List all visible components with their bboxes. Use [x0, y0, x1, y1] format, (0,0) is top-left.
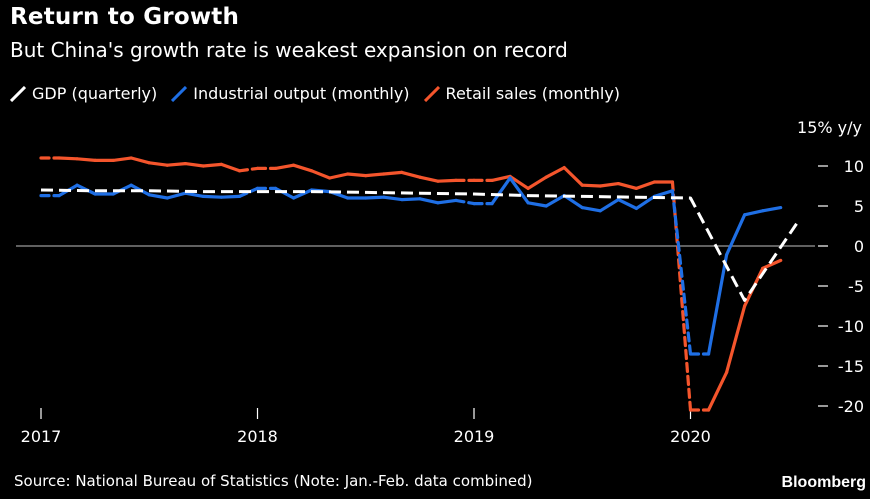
legend-label-gdp: GDP (quarterly) [32, 84, 158, 103]
series-segment-retail [111, 156, 133, 162]
series-segment-industrial [147, 193, 169, 200]
series-segment-retail [400, 170, 422, 179]
series-segment-retail [147, 161, 169, 167]
x-tick-label: 2020 [670, 427, 711, 446]
series-segment-retail [273, 163, 296, 170]
series-segment-industrial [273, 186, 296, 200]
series-segment-retail [490, 174, 512, 182]
series-segment-retail [219, 162, 242, 173]
y-tick-label: -15 [838, 357, 864, 376]
series-segment-industrial [508, 176, 530, 205]
series-line-retail [39, 156, 783, 412]
series-segment-industrial [616, 198, 638, 210]
series-segment-industrial [400, 197, 422, 202]
y-tick-label: -5 [848, 277, 864, 296]
series-layer [39, 156, 801, 412]
series-segment-industrial [418, 197, 440, 205]
chart-subtitle: But China's growth rate is weakest expan… [10, 38, 568, 62]
series-segment-retail [598, 182, 620, 188]
legend-swatch-gdp [10, 85, 26, 102]
series-segment-retail [201, 162, 224, 168]
series-segment-industrial [598, 198, 620, 213]
series-segment-retail [328, 172, 350, 180]
series-segment-industrial [382, 195, 404, 202]
series-segment-retail [310, 169, 332, 180]
axes: 10 5 0 -5 -10 -15 -20 2017 2018 2019 2020 [16, 157, 864, 446]
series-segment-industrial [201, 194, 224, 199]
y-tick-label: -20 [838, 397, 864, 416]
series-segment-industrial [652, 189, 675, 198]
series-segment-retail [761, 258, 783, 270]
series-segment-retail [508, 174, 530, 190]
series-segment-retail [346, 172, 368, 178]
series-segment-retail [165, 162, 187, 167]
series-segment-industrial [183, 191, 205, 198]
series-segment-industrial [364, 195, 386, 200]
series-segment-industrial [526, 201, 548, 208]
series-segment-industrial [670, 189, 693, 356]
series-segment-retail [183, 162, 205, 168]
y-tick-label: -10 [838, 317, 864, 336]
series-segment-industrial [743, 209, 765, 217]
series-segment-retail [291, 163, 314, 173]
series-segment-industrial [436, 198, 458, 205]
series-segment-industrial [580, 206, 602, 213]
y-tick-label: 0 [854, 237, 864, 256]
x-tick-label: 2018 [237, 427, 278, 446]
legend-label-industrial: Industrial output (monthly) [193, 84, 410, 103]
legend-label-retail: Retail sales (monthly) [445, 84, 621, 103]
series-segment-retail [237, 166, 260, 173]
series-segment-industrial [490, 176, 512, 206]
x-tick-label: 2019 [454, 427, 495, 446]
series-segment-industrial [219, 194, 242, 199]
chart-title: Return to Growth [10, 4, 240, 30]
series-segment-retail [706, 370, 729, 412]
series-segment-retail [364, 172, 386, 178]
series-segment-industrial [165, 191, 187, 200]
legend-swatch-industrial [171, 85, 188, 102]
series-line-industrial [39, 176, 783, 356]
series-segment-retail [634, 180, 657, 190]
series-segment-retail [526, 175, 548, 190]
series-segment-retail [544, 166, 566, 179]
series-segment-retail [616, 182, 638, 190]
series-segment-retail [724, 304, 747, 374]
y-axis-unit-label: 15% y/y [797, 118, 862, 137]
source-note: Source: National Bureau of Statistics (N… [14, 472, 533, 490]
series-segment-retail [580, 183, 602, 188]
series-segment-industrial [237, 186, 260, 198]
series-segment-industrial [761, 206, 783, 213]
series-line-gdp [40, 188, 801, 302]
series-segment-retail [562, 166, 584, 187]
legend: GDP (quarterly) Industrial output (month… [10, 84, 620, 103]
series-segment-industrial [724, 213, 747, 257]
series-segment-industrial [454, 198, 476, 206]
legend-item-industrial: Industrial output (monthly) [171, 84, 410, 103]
series-segment-industrial [291, 188, 314, 200]
series-segment-industrial [634, 194, 657, 210]
series-segment-industrial [706, 253, 729, 356]
series-segment-retail [75, 157, 97, 162]
series-segment-retail [436, 178, 458, 183]
series-segment-retail [129, 156, 151, 165]
series-segment-retail [382, 170, 404, 176]
legend-item-retail: Retail sales (monthly) [423, 84, 621, 103]
brand-logo: Bloomberg [781, 474, 866, 491]
series-segment-retail [57, 156, 79, 161]
legend-item-gdp: GDP (quarterly) [10, 84, 157, 103]
series-segment-retail [418, 175, 440, 183]
y-tick-label: 10 [844, 157, 864, 176]
x-tick-label: 2017 [21, 427, 62, 446]
legend-swatch-retail [423, 85, 440, 102]
y-tick-label: 5 [854, 197, 864, 216]
series-segment-industrial [544, 194, 566, 208]
